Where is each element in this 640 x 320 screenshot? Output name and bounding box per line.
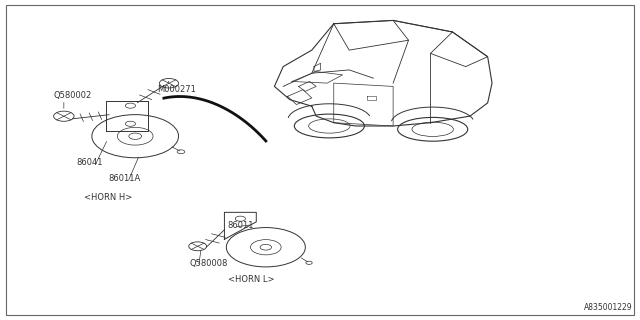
Text: <HORN L>: <HORN L> xyxy=(228,275,274,284)
Text: M000271: M000271 xyxy=(157,85,196,94)
Text: 86011: 86011 xyxy=(228,221,254,230)
Text: Q580008: Q580008 xyxy=(189,259,228,268)
Text: 86041: 86041 xyxy=(77,158,103,167)
Text: Q580002: Q580002 xyxy=(54,91,92,100)
Text: 86011A: 86011A xyxy=(108,174,141,183)
Text: <HORN H>: <HORN H> xyxy=(84,193,132,202)
Text: A835001229: A835001229 xyxy=(584,303,632,312)
